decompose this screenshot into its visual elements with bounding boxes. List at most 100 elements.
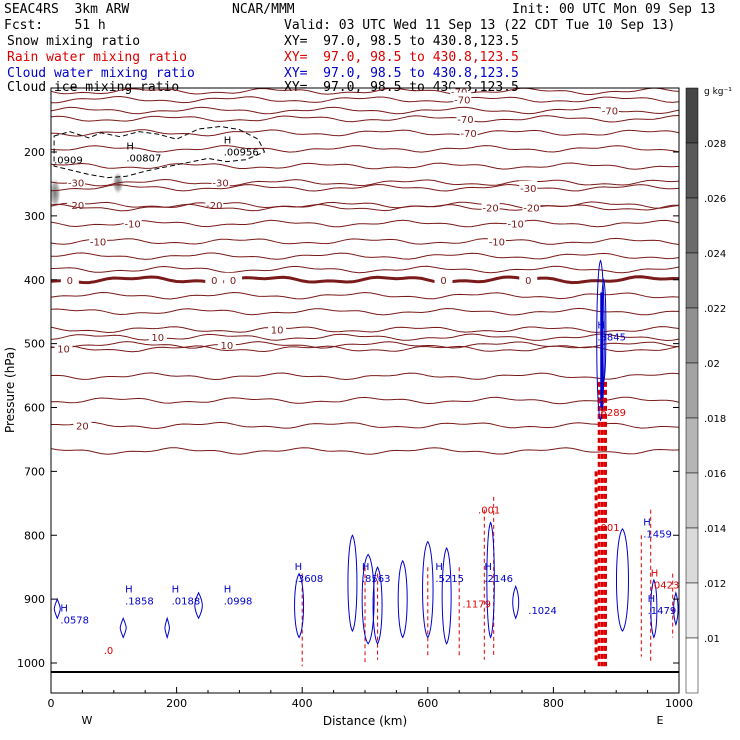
valid-time: Valid: 03 UTC Wed 11 Sep 13 (22 CDT Tue … [284, 18, 676, 33]
contour-label-bg [268, 322, 287, 335]
colorbar: .01 .012 .014 .016 .018 .02 .022 .024 .026 .028 g … [685, 87, 732, 694]
temperature-contour-label: -70 [457, 115, 473, 126]
colorbar-swatch [685, 472, 699, 529]
cloud-max-value: .1024 [528, 606, 557, 617]
y-tick-label: 300 [24, 210, 45, 223]
cloud-max-value: .0188 [172, 596, 201, 607]
temperature-contour [50, 115, 680, 123]
cloud-water-contour [486, 521, 495, 639]
colorbar-swatch [685, 417, 699, 474]
x-axis-title: Distance (km) [323, 714, 407, 728]
temperature-contour [50, 183, 680, 192]
cloud-max-h-marker: H [60, 603, 68, 614]
cloud-water-contour [372, 566, 383, 645]
cloud-water-contour [397, 559, 408, 639]
cloud-water-contour [596, 259, 605, 422]
contour-label-bg [205, 272, 224, 285]
field-xy-cloud-water: XY= 97.0, 98.5 to 430.8,123.5 [284, 66, 519, 81]
cloud-water-contour [616, 528, 629, 632]
temperature-contour [50, 106, 680, 115]
cloud-max-h-marker: H [125, 584, 133, 595]
temperature-contour-label: -70 [460, 129, 476, 140]
temperature-contour-label: 0 [211, 276, 217, 287]
contour-label-bg [89, 234, 108, 247]
snow-shade-blob [49, 177, 61, 209]
colorbar-tick-label: .028 [704, 139, 726, 150]
temperature-contour-label: 0 [525, 276, 531, 287]
colorbar-swatch [685, 252, 699, 309]
temperature-contour-label: -10 [508, 220, 524, 231]
rain-max-value: .001 [478, 506, 500, 517]
x-tick-label: 400 [292, 697, 313, 710]
contour-label-bg [519, 180, 538, 193]
colorbar-tick-label: .01 [704, 634, 720, 645]
cloud-water-contours [53, 259, 679, 645]
cloud-max-h-marker: H [484, 562, 492, 573]
y-tick-label: 800 [24, 529, 45, 542]
colorbar-tick-label: .014 [704, 524, 726, 535]
init-time: Init: 00 UTC Mon 09 Sep 13 [512, 2, 716, 17]
contour-label-bg [211, 175, 230, 188]
snow-max-value: .0909 [54, 156, 83, 167]
temperature-contour-label: -30 [520, 184, 536, 195]
field-xy-rain: XY= 97.0, 98.5 to 430.8,123.5 [284, 50, 519, 65]
cloud-water-contour [347, 534, 358, 633]
contour-label-bg [481, 200, 500, 213]
org-label: NCAR/MMM [232, 2, 295, 17]
forecast-hour: Fcst: 51 h [4, 18, 106, 33]
field-label-snow: Snow mixing ratio [7, 34, 141, 49]
east-label: E [657, 714, 664, 727]
temperature-contour-label: 0 [67, 276, 73, 287]
contour-label-bg [73, 418, 92, 431]
contour-label-bg [506, 216, 525, 229]
cloud-max-h-marker: H [362, 562, 370, 573]
field-xy-snow: XY= 97.0, 98.5 to 430.8,123.5 [284, 34, 519, 49]
temperature-contour [50, 219, 680, 228]
temperature-contour [51, 252, 680, 260]
contour-label-bg [224, 272, 243, 285]
field-label-rain: Rain water mixing ratio [7, 50, 188, 65]
temperature-contour [50, 372, 680, 381]
contour-label-bg [522, 200, 541, 213]
colorbar-tick-label: .022 [704, 304, 726, 315]
colorbar-tick-label: .018 [704, 414, 726, 425]
temperature-contour-label: -20 [523, 204, 539, 215]
colorbar-swatch [685, 527, 699, 584]
rain-max-value: .0423 [651, 580, 680, 591]
snow-max-h-marker: H [224, 135, 232, 146]
temperature-contour-label: -10 [124, 220, 140, 231]
contour-label-bg [148, 330, 167, 343]
colorbar-tick-label: .012 [704, 579, 726, 590]
field-label-cloud-water: Cloud water mixing ratio [7, 66, 195, 81]
colorbar-unit: g kg⁻¹ [704, 87, 732, 97]
cloud-max-value: .8563 [362, 574, 391, 585]
contour-label-bg [54, 341, 73, 354]
cloud-max-value: .0998 [224, 596, 253, 607]
temperature-contour [50, 265, 680, 274]
x-tick-label: 0 [48, 697, 55, 710]
x-tick-label: 800 [543, 697, 564, 710]
x-tick-label: 600 [417, 697, 438, 710]
y-tick-label: 700 [24, 465, 45, 478]
temperature-contour [50, 145, 680, 153]
temperature-contour-label: 0 [230, 276, 236, 287]
temperature-contour [50, 162, 680, 170]
cloud-max-value: .1459 [643, 529, 672, 540]
contour-label-bg [217, 337, 236, 350]
y-tick-label: 600 [24, 402, 45, 415]
temperature-contour [50, 178, 680, 187]
y-tick-label: 400 [24, 274, 45, 287]
contour-label-bg [459, 125, 478, 138]
colorbar-swatch [685, 362, 699, 419]
temperature-contour-label: -70 [454, 96, 470, 107]
cloud-water-contour [441, 547, 452, 645]
cloud-water-contour [422, 540, 434, 639]
cloud-water-contour [512, 585, 520, 620]
snow-max-value: .00956 [224, 147, 259, 158]
x-tick-label: 1000 [665, 697, 693, 710]
temperature-contour [50, 129, 680, 137]
cloud-max-value: .5215 [435, 574, 464, 585]
rain-max-h-marker: H [651, 568, 659, 579]
